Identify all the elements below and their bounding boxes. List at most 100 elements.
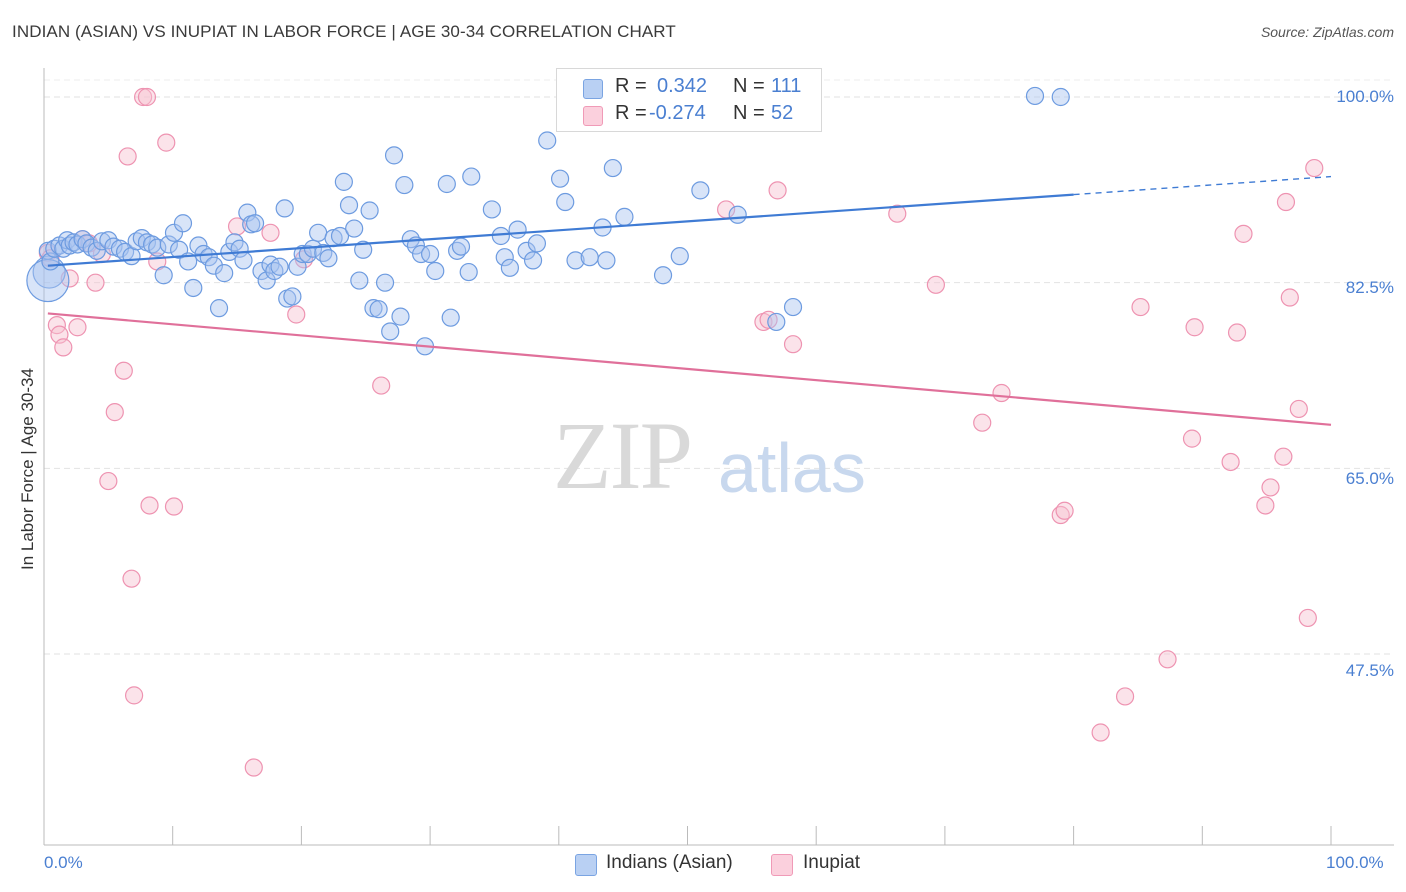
indians-asian-point (275, 199, 294, 218)
indians-asian-point (154, 266, 173, 285)
watermark-atlas: atlas (718, 429, 866, 507)
indians-asian-point (459, 262, 478, 282)
legend-r-value: -0.274 (649, 102, 706, 124)
indians-asian-point (184, 278, 203, 298)
indians-asian-trend-extension (1073, 175, 1332, 196)
inupiat-point (372, 376, 391, 395)
indians-asian-point (199, 248, 218, 267)
indians-asian-point (381, 322, 400, 341)
indians-asian-point (783, 297, 803, 317)
watermark-zip: ZIP (553, 402, 693, 509)
inupiat-point (157, 133, 176, 152)
inupiat-point (1185, 318, 1204, 337)
indians-asian-point (508, 220, 527, 239)
legend-swatch-pink (583, 106, 603, 126)
indians-asian-point (189, 236, 208, 255)
indians-asian-point (421, 244, 440, 264)
inupiat-point (1274, 447, 1293, 466)
inupiat-point (227, 217, 247, 236)
inupiat-point (1298, 608, 1317, 628)
inupiat-point (1305, 158, 1324, 178)
indians-asian-point (82, 238, 101, 257)
inupiat-point (114, 361, 133, 380)
trend-lines (47, 175, 1332, 426)
legend-n-value: 111 (771, 75, 802, 97)
indians-asian-point (360, 201, 379, 220)
legend-row-inupiat: R = -0.274 N = 52 (557, 102, 821, 128)
axes (43, 68, 1394, 846)
indians-asian-point (597, 251, 616, 270)
inupiat-point (888, 204, 907, 223)
inupiat-point (1276, 192, 1296, 212)
inupiat-point (164, 497, 184, 516)
indians-asian-point (603, 158, 622, 178)
inupiat-point (1115, 687, 1135, 706)
indians-asian-point (670, 247, 689, 266)
indians-asian-point (215, 264, 234, 283)
indians-asian-point (384, 146, 404, 165)
legend-n-label: N = (733, 102, 765, 124)
indians-asian-point (437, 174, 456, 194)
indians-asian-point (369, 300, 388, 319)
inupiat-trend-line (47, 312, 1332, 426)
inupiat-point (768, 181, 787, 200)
indians-asian-point (550, 169, 570, 188)
legend-r-value: 0.342 (657, 75, 708, 97)
indians-asian-point (319, 249, 338, 268)
inupiat-point (140, 496, 159, 515)
indians-asian-point (245, 214, 265, 233)
indians-asian-point (87, 241, 106, 260)
indians-asian-point (234, 251, 253, 270)
inupiat-point (1256, 496, 1275, 515)
inupiat-point (1234, 224, 1253, 243)
legend-swatch-blue (583, 79, 603, 99)
indians-asian-points (26, 86, 1070, 356)
y-axis-label: In Labor Force | Age 30-34 (18, 368, 37, 570)
indians-asian-point (92, 232, 112, 251)
indians-asian-point (159, 235, 178, 254)
inupiat-point (973, 413, 992, 432)
inupiat-point (133, 87, 153, 107)
indians-asian-point (500, 258, 519, 277)
indians-asian-point (615, 207, 634, 226)
indians-asian-point (728, 205, 747, 224)
indians-asian-point (566, 251, 585, 270)
indians-asian-point (395, 175, 414, 195)
indians-asian-point (691, 181, 710, 200)
inupiat-point (118, 147, 137, 166)
indians-asian-point (204, 256, 223, 275)
x-tick-label-min: 0.0% (44, 853, 83, 872)
bottom-legend-label-inupiat: Inupiat (803, 852, 861, 873)
indians-asian-point (209, 299, 229, 318)
indians-asian-point (495, 248, 514, 267)
grid-lines (44, 79, 1394, 655)
indians-asian-point (580, 248, 599, 267)
inupiat-point (1289, 399, 1308, 419)
inupiat-point (992, 383, 1011, 403)
indians-asian-point (173, 214, 193, 233)
source-label: Source: ZipAtlas.com (1260, 24, 1394, 40)
bottom-legend-label-indians: Indians (Asian) (606, 852, 733, 873)
indians-asian-point (1051, 87, 1070, 107)
indians-asian-point (527, 234, 547, 253)
indians-asian-point (350, 271, 369, 290)
inupiat-point (54, 338, 73, 357)
inupiat-point (1261, 478, 1280, 497)
indians-asian-point (517, 241, 536, 260)
legend-r-label: R = (615, 102, 647, 124)
inupiat-point (1280, 288, 1299, 307)
indians-asian-point (767, 312, 786, 332)
inupiat-point (137, 87, 157, 107)
inupiat-point (124, 686, 144, 705)
indians-asian-point (538, 131, 557, 150)
indians-asian-point (523, 251, 543, 270)
inupiat-point (1131, 297, 1150, 317)
legend: R = 0.342 N = 111 R = -0.274 N = 52 (556, 68, 822, 132)
bottom-legend-swatch-pink (771, 854, 793, 876)
inupiat-point (287, 305, 306, 324)
chart-title: INDIAN (ASIAN) VS INUPIAT IN LABOR FORCE… (12, 22, 676, 41)
inupiat-point (244, 758, 263, 777)
legend-n-value: 52 (771, 102, 794, 124)
indians-asian-point (339, 196, 359, 215)
